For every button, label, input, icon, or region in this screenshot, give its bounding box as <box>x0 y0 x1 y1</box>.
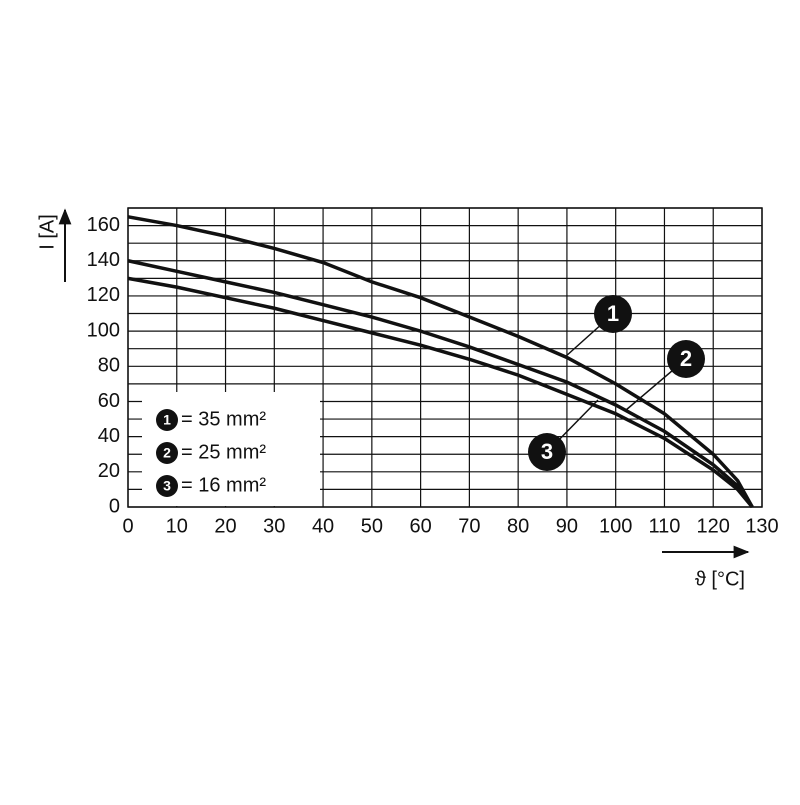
x-tick-label: 130 <box>745 515 778 537</box>
x-tick-label: 60 <box>409 515 431 537</box>
callout-circle <box>594 295 632 333</box>
y-tick-label: 60 <box>98 390 120 412</box>
legend-marker-label: 3 <box>163 478 171 494</box>
legend-marker <box>156 442 178 464</box>
x-tick-label: 110 <box>649 515 681 537</box>
y-tick-label: 0 <box>109 495 120 517</box>
legend: 1 = 35 mm² 2 = 25 mm² 3 = 16 mm² <box>156 408 266 497</box>
callout-label: 3 <box>541 439 553 464</box>
x-tick-label: 120 <box>697 515 730 537</box>
callout-circle <box>528 433 566 471</box>
y-tick-label: 160 <box>87 214 120 236</box>
x-tick-label: 40 <box>312 515 334 537</box>
y-axis-label: I [A] <box>36 214 58 250</box>
legend-marker <box>156 475 178 497</box>
callout-label: 2 <box>680 346 692 371</box>
series-line <box>127 215 754 508</box>
curves <box>127 215 754 509</box>
y-tick-label: 140 <box>87 249 120 271</box>
legend-marker-label: 2 <box>163 445 171 461</box>
x-tick-label: 90 <box>556 515 578 537</box>
y-tick-label: 100 <box>87 319 120 341</box>
legend-marker <box>156 409 178 431</box>
x-tick-label: 100 <box>599 515 632 537</box>
y-tick-label: 20 <box>98 460 120 482</box>
x-tick-label: 70 <box>458 515 480 537</box>
legend-label: = 16 mm² <box>181 474 266 496</box>
legend-marker-label: 1 <box>163 412 171 428</box>
y-tick-label: 120 <box>87 284 120 306</box>
callouts: 1 2 3 <box>528 295 705 471</box>
ticks: 0 10 20 30 40 50 60 70 80 90 100 110 120 130 0 20 40 60 80… <box>87 214 779 537</box>
y-tick-label: 40 <box>98 425 120 447</box>
y-tick-label: 80 <box>98 355 120 377</box>
legend-label: = 25 mm² <box>181 441 266 463</box>
x-tick-label: 80 <box>507 515 529 537</box>
callout-label: 1 <box>607 301 619 326</box>
x-tick-label: 0 <box>122 515 133 537</box>
callout-circle <box>667 340 705 378</box>
series-line <box>127 276 754 509</box>
series-line <box>127 259 754 508</box>
legend-label: = 35 mm² <box>181 408 266 430</box>
x-tick-label: 20 <box>214 515 236 537</box>
x-tick-label: 50 <box>361 515 383 537</box>
x-tick-label: 10 <box>166 515 188 537</box>
x-axis-label: ϑ [°C] <box>695 568 745 590</box>
x-tick-label: 30 <box>263 515 285 537</box>
